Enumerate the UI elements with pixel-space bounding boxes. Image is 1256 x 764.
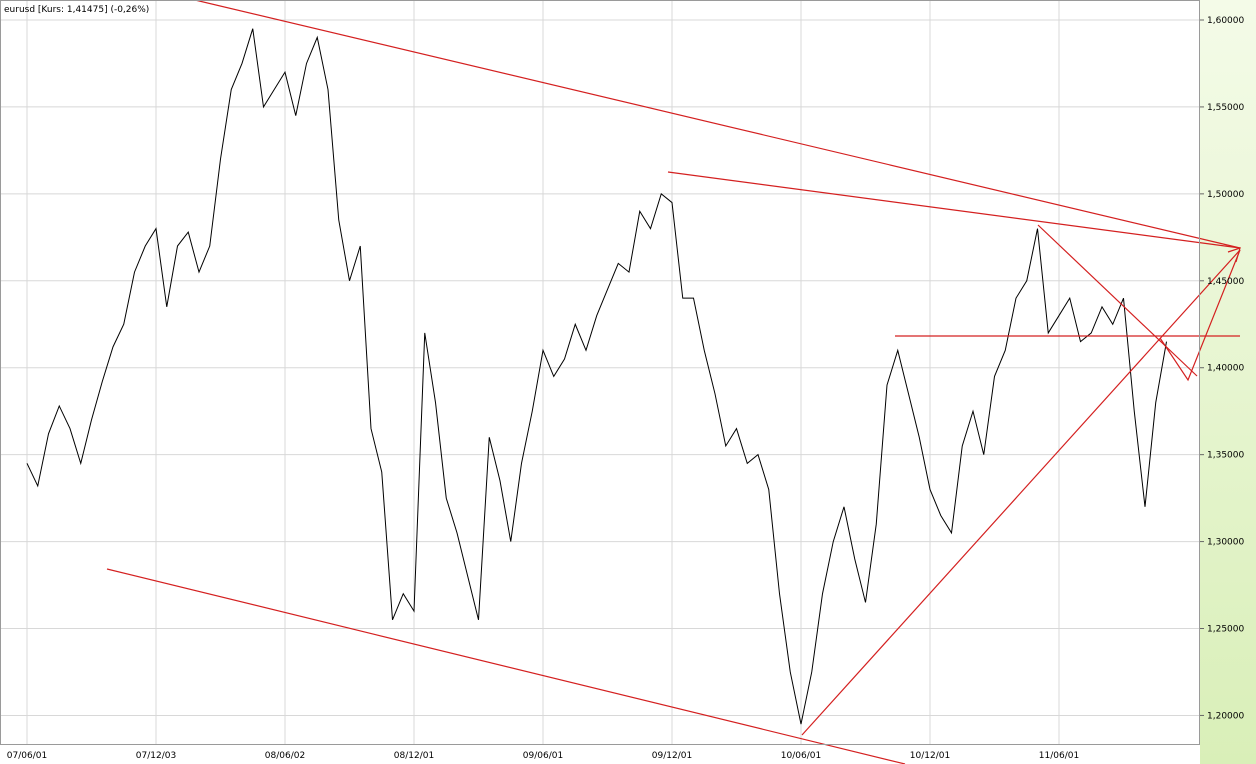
y-tick-label: 1,55000	[1207, 103, 1244, 113]
y-tick-label: 1,60000	[1207, 16, 1244, 26]
y-tick-label: 1,30000	[1207, 538, 1244, 548]
trendline	[1159, 249, 1241, 382]
y-tick-label: 1,45000	[1207, 277, 1244, 287]
plot-border	[0, 0, 1200, 745]
x-tick-label: 08/06/02	[265, 751, 305, 761]
x-tick-label: 08/12/01	[394, 751, 434, 761]
arrow-head	[1227, 247, 1241, 263]
trendline	[667, 171, 1241, 249]
trendline	[194, 0, 1241, 249]
chart-title: eurusd [Kurs: 1,41475] (-0,26%)	[4, 5, 149, 15]
x-tick-label: 09/12/01	[652, 751, 692, 761]
trendline	[1037, 224, 1198, 377]
x-tick-label: 11/06/01	[1039, 751, 1079, 761]
x-tick-label: 10/12/01	[910, 751, 950, 761]
y-tick-label: 1,40000	[1207, 364, 1244, 374]
series	[26, 28, 1167, 725]
x-tick-label: 07/06/01	[7, 751, 47, 761]
y-tick-label: 1,35000	[1207, 451, 1244, 461]
price-line	[26, 28, 1167, 725]
trendline	[106, 568, 906, 764]
trendline	[801, 249, 1241, 736]
y-tick-label: 1,25000	[1207, 625, 1244, 635]
x-tick-label: 09/06/01	[523, 751, 563, 761]
y-tick-label: 1,50000	[1207, 190, 1244, 200]
grid	[0, 0, 1200, 745]
x-tick-label: 10/06/01	[781, 751, 821, 761]
axis-background	[1200, 0, 1256, 764]
plot-background	[0, 0, 1200, 745]
trendlines	[106, 0, 1241, 764]
x-tick-label: 07/12/03	[136, 751, 176, 761]
y-tick-label: 1,20000	[1207, 711, 1244, 721]
